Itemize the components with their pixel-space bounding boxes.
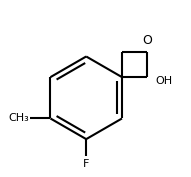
Text: CH₃: CH₃ <box>8 113 29 123</box>
Text: F: F <box>83 159 89 169</box>
Text: O: O <box>142 34 152 47</box>
Text: OH: OH <box>155 76 172 86</box>
